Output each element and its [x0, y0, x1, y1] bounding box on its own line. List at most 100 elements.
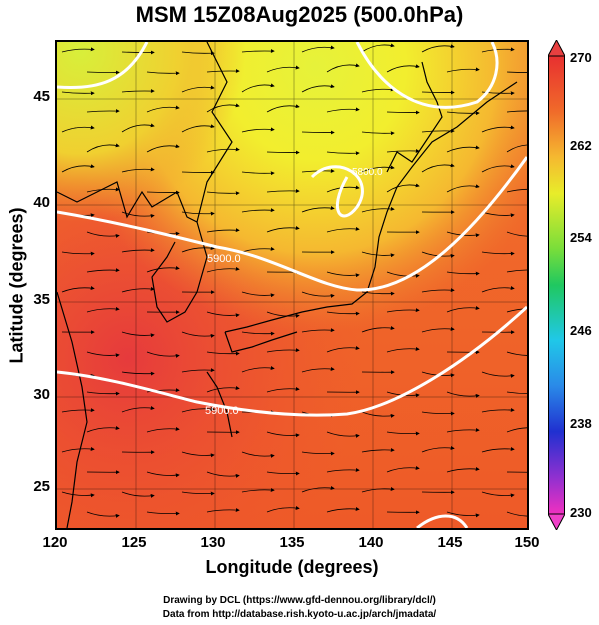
- streamline: [146, 144, 180, 153]
- streamline: [301, 451, 335, 456]
- contour-label: 5900.0: [207, 253, 241, 265]
- streamline: [361, 487, 395, 493]
- streamline: [266, 311, 300, 318]
- streamline: [266, 188, 300, 193]
- streamline: [506, 188, 527, 193]
- streamline: [61, 47, 95, 53]
- streamline: [146, 511, 180, 516]
- streamline: [386, 183, 420, 193]
- streamline: [446, 391, 480, 398]
- streamline: [206, 191, 240, 196]
- x-tick: 120: [42, 534, 68, 551]
- credit-drawing: Drawing by DCL (https://www.gfd-dennou.o…: [163, 595, 436, 606]
- streamline: [146, 190, 180, 195]
- streamline: [241, 246, 275, 253]
- streamline: [506, 269, 527, 273]
- streamline: [506, 110, 527, 113]
- streamline: [481, 491, 515, 498]
- colorbar-tick: 246: [570, 323, 592, 338]
- y-axis-label: Latitude (degrees): [6, 207, 27, 364]
- streamline: [121, 123, 155, 133]
- streamline: [121, 286, 155, 293]
- streamline: [481, 125, 515, 133]
- streamline: [181, 124, 215, 133]
- streamline: [86, 511, 120, 518]
- streamline: [61, 408, 95, 413]
- streamline: [421, 288, 455, 293]
- streamline: [121, 371, 155, 376]
- streamline: [206, 266, 240, 273]
- streamline: [361, 43, 395, 53]
- x-tick: 130: [200, 534, 226, 551]
- streamline: [206, 103, 240, 113]
- colorbar-tick: 254: [570, 230, 592, 245]
- streamline: [481, 164, 515, 173]
- streamline: [361, 206, 395, 213]
- streamline: [146, 351, 180, 358]
- streamline: [361, 165, 395, 173]
- streamline: [266, 150, 300, 155]
- streamline: [206, 351, 240, 356]
- streamline: [386, 466, 420, 473]
- x-tick: 125: [121, 534, 147, 551]
- streamline: [266, 506, 300, 513]
- streamline: [181, 211, 215, 216]
- contour-label: 5800.0: [352, 167, 383, 178]
- streamline: [481, 47, 515, 53]
- streamline: [326, 271, 360, 278]
- streamline: [206, 228, 240, 233]
- y-tick: 30: [33, 386, 50, 403]
- streamline: [181, 51, 215, 56]
- streamline: [481, 408, 515, 413]
- streamline: [61, 446, 95, 453]
- y-tick: 25: [33, 478, 50, 495]
- streamline: [326, 431, 360, 438]
- streamline: [386, 308, 420, 313]
- streamline: [446, 271, 480, 276]
- streamline: [206, 311, 240, 318]
- streamline: [326, 311, 360, 316]
- streamline: [206, 508, 240, 513]
- contour-label: 5900.0: [205, 405, 239, 417]
- streamline: [121, 491, 155, 498]
- streamline: [121, 406, 155, 413]
- colorbar-tick: 270: [570, 50, 592, 65]
- y-tick: 35: [33, 291, 50, 308]
- streamline: [361, 251, 395, 258]
- streamline: [206, 69, 240, 74]
- streamline: [446, 184, 480, 193]
- streamline: [446, 511, 480, 518]
- streamline: [181, 246, 215, 253]
- streamline: [361, 291, 395, 296]
- streamline: [86, 391, 120, 396]
- streamline: [361, 326, 395, 333]
- streamline: [121, 167, 155, 173]
- streamline: [86, 306, 120, 313]
- streamline: [386, 148, 420, 153]
- credit-data: Data from http://database.rish.kyoto-u.a…: [162, 609, 437, 620]
- streamline: [241, 83, 275, 93]
- streamline: [481, 91, 515, 96]
- colorbar-tick: 238: [570, 416, 592, 431]
- streamline: [146, 471, 180, 478]
- streamline: [86, 268, 120, 273]
- streamline: [301, 84, 335, 93]
- streamline: [86, 143, 120, 153]
- streamline: [241, 488, 275, 493]
- streamline: [301, 291, 335, 298]
- streamline: [181, 85, 215, 93]
- streamline: [506, 231, 527, 237]
- streamline: [86, 351, 120, 358]
- streamline: [241, 171, 275, 176]
- x-tick: 150: [514, 534, 540, 551]
- y-tick: 40: [33, 194, 50, 211]
- streamline: [206, 471, 240, 478]
- streamline: [481, 251, 515, 256]
- streamline: [241, 366, 275, 373]
- streamline: [446, 111, 480, 116]
- streamline: [386, 64, 420, 73]
- streamline: [361, 131, 395, 136]
- streamline: [446, 145, 480, 153]
- streamline: [61, 125, 95, 133]
- streamline: [241, 127, 275, 133]
